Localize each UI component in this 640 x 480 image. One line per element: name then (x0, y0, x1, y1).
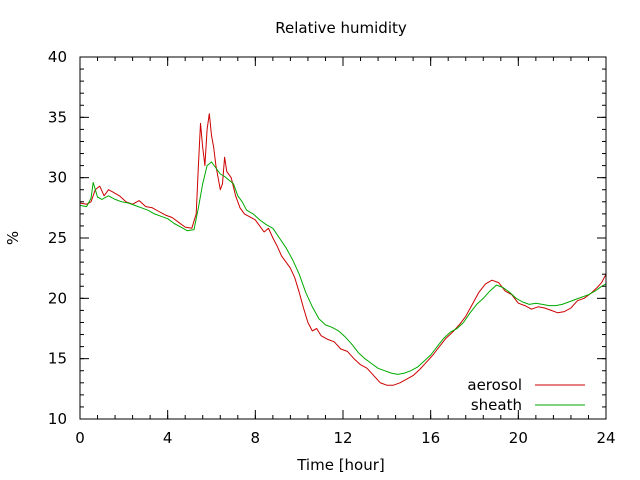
legend: aerosol sheath (467, 376, 585, 414)
x-tick-label: 12 (333, 429, 352, 447)
legend-label-aerosol: aerosol (467, 376, 522, 394)
y-tick-label: 30 (48, 169, 67, 187)
ticks-layer: 0 4 8 12 16 20 24 10 15 20 25 30 35 40 (48, 48, 616, 447)
x-tick-label: 8 (251, 429, 261, 447)
plot-frame (79, 56, 607, 420)
legend-label-sheath: sheath (471, 396, 522, 414)
x-tick-label: 20 (509, 429, 528, 447)
series-line-sheath (79, 161, 607, 375)
series-layer (79, 113, 607, 386)
series-line-aerosol (79, 113, 607, 386)
y-tick-label: 15 (48, 350, 67, 368)
x-tick-label: 16 (421, 429, 440, 447)
x-axis-label: Time [hour] (296, 456, 385, 474)
y-tick-label: 40 (48, 48, 67, 66)
y-tick-label: 10 (48, 410, 67, 428)
y-tick-label: 35 (48, 108, 67, 126)
y-axis-label: % (4, 231, 22, 245)
x-tick-label: 24 (596, 429, 615, 447)
x-tick-label: 4 (163, 429, 173, 447)
y-tick-label: 20 (48, 289, 67, 307)
x-tick-label: 0 (75, 429, 85, 447)
chart-title: Relative humidity (275, 19, 407, 37)
y-tick-label: 25 (48, 229, 67, 247)
